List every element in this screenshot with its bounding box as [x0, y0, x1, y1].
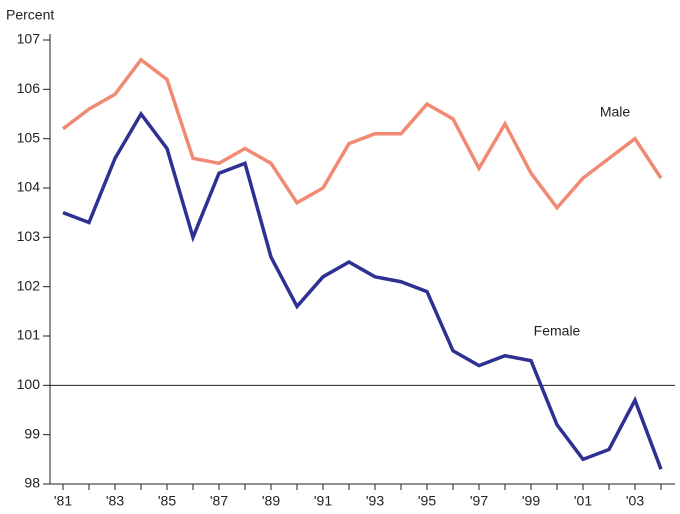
x-tick-label: '97 [470, 493, 488, 509]
y-tick-label: 98 [24, 475, 40, 491]
y-tick-label: 105 [17, 129, 41, 145]
y-tick-label: 107 [17, 31, 41, 47]
y-axis-label: Percent [6, 7, 54, 23]
x-tick-label: '91 [314, 493, 332, 509]
x-tick-label: '03 [626, 493, 644, 509]
x-tick-label: '99 [522, 493, 540, 509]
x-tick-label: '85 [158, 493, 176, 509]
series-label: Male [600, 103, 631, 119]
x-tick-label: '01 [574, 493, 592, 509]
y-tick-label: 104 [17, 179, 41, 195]
y-tick-label: 102 [17, 277, 41, 293]
y-tick-label: 103 [17, 228, 41, 244]
series-line [61, 57, 663, 211]
y-tick-label: 100 [17, 376, 41, 392]
y-tick-label: 99 [24, 425, 40, 441]
x-tick-label: '95 [418, 493, 436, 509]
x-tick-label: '93 [366, 493, 384, 509]
x-tick-label: '87 [210, 493, 228, 509]
x-tick-label: '89 [262, 493, 280, 509]
x-tick-label: '81 [54, 493, 72, 509]
y-tick-label: 106 [17, 80, 41, 96]
series-line [62, 110, 663, 470]
y-tick-label: 101 [17, 327, 41, 343]
x-tick-label: '83 [106, 493, 124, 509]
series-label: Female [534, 322, 581, 338]
